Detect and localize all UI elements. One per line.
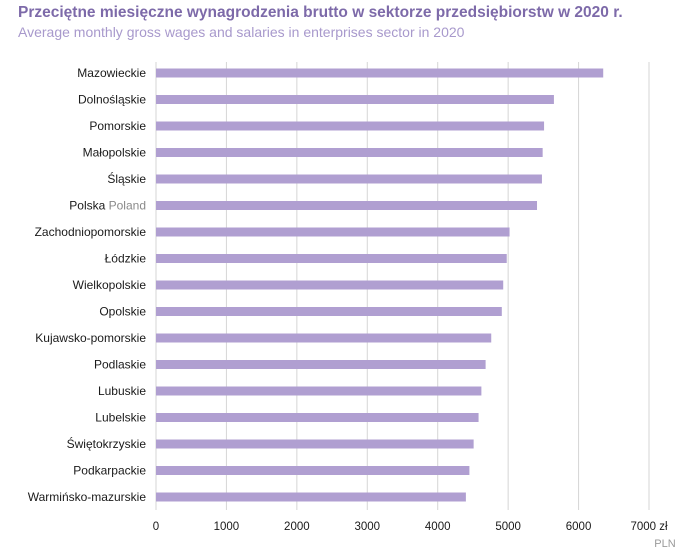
bar [156, 174, 542, 184]
x-tick-label: 7000 zł [630, 521, 668, 533]
category-label-pl: Wielkopolskie [73, 278, 147, 292]
category-label-pl: Łódzkie [105, 252, 147, 266]
category-labels: Mazowieckie Dolnośląskie Pomorskie Małopols… [28, 66, 147, 504]
category-label: Śląskie [107, 171, 146, 186]
category-label-pl: Zachodniopomorskie [35, 225, 147, 239]
x-tick-label: 6000 [566, 521, 592, 533]
chart-subtitle: Average monthly gross wages and salaries… [18, 24, 465, 40]
category-label: Łódzkie [105, 252, 147, 266]
category-label: Opolskie [99, 305, 146, 319]
category-label-pl: Mazowieckie [77, 66, 146, 80]
bar [156, 386, 482, 396]
bar [156, 360, 486, 369]
gridlines [155, 62, 650, 510]
category-label: Małopolskie [83, 146, 147, 160]
bar [156, 95, 554, 104]
bar [156, 492, 466, 502]
category-label: Kujawsko-pomorskie [35, 331, 146, 345]
category-label-pl: Śląskie [107, 171, 146, 186]
category-label-pl: Lubuskie [98, 384, 146, 398]
bar [156, 121, 545, 131]
category-label-pl: Warmińsko-mazurskie [28, 490, 147, 504]
category-label: Mazowieckie [77, 66, 146, 80]
category-label: Warmińsko-mazurskie [28, 490, 147, 504]
x-tick-label: 2000 [284, 521, 310, 533]
category-label-pl: Dolnośląskie [78, 93, 146, 107]
category-label-pl: Kujawsko-pomorskie [35, 331, 146, 345]
category-label: Pomorskie [89, 119, 146, 133]
bar [156, 68, 604, 78]
category-label-pl: Podkarpackie [73, 464, 146, 478]
category-label: Dolnośląskie [78, 93, 146, 107]
category-label: Lubelskie [95, 411, 146, 425]
bar [156, 201, 538, 210]
x-unit-en: PLN [654, 538, 675, 550]
x-tick-label: 5000 [495, 521, 521, 533]
x-tick-label: 3000 [354, 521, 380, 533]
category-label-pl: Świętokrzyskie [67, 436, 147, 451]
x-tick-label: 1000 [214, 521, 240, 533]
bar [156, 466, 470, 475]
category-label: Świętokrzyskie [67, 436, 147, 451]
x-tick-label: 4000 [425, 521, 451, 533]
bars [156, 68, 604, 502]
category-label-pl: Lubelskie [95, 411, 146, 425]
category-label-pl: Opolskie [99, 305, 146, 319]
x-tick-label: 0 [153, 521, 159, 533]
bar [156, 333, 492, 343]
category-label: Lubuskie [98, 384, 146, 398]
category-label: Zachodniopomorskie [35, 225, 147, 239]
bar [156, 148, 543, 157]
bar [156, 307, 502, 316]
category-label-pl: Małopolskie [83, 146, 147, 160]
bar [156, 254, 507, 263]
category-label: Podlaskie [94, 358, 146, 372]
category-label-pl: Polska [69, 199, 105, 213]
bar [156, 280, 504, 290]
category-label-pl: Podlaskie [94, 358, 146, 372]
category-label: Wielkopolskie [73, 278, 147, 292]
category-label-pl: Pomorskie [89, 119, 146, 133]
category-label: Polska Poland [69, 199, 146, 213]
category-label: Podkarpackie [73, 464, 146, 478]
chart-title: Przeciętne miesięczne wynagrodzenia brut… [18, 4, 623, 21]
category-label-en: Poland [105, 199, 146, 213]
x-axis-ticks: 0 1000 2000 3000 4000 5000 6000 7000 zł PLN [153, 521, 676, 550]
bar [156, 439, 474, 449]
bar [156, 413, 479, 422]
bar [156, 227, 510, 237]
